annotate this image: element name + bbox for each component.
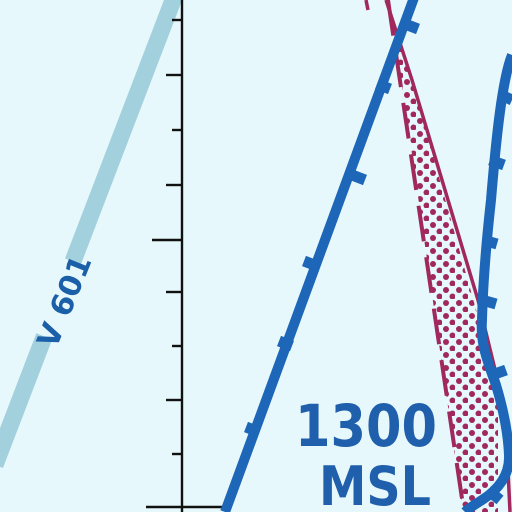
- class-b-boundary-left: [220, 0, 420, 512]
- class-b-tick: [481, 234, 499, 250]
- altitude-unit: MSL: [319, 455, 431, 512]
- class-b-tick: [480, 294, 498, 310]
- class-b-tick: [277, 335, 294, 352]
- class-b-boundary-right: [461, 53, 512, 512]
- class-b-tick: [350, 169, 367, 186]
- altitude-label: 1300 MSL: [295, 392, 437, 512]
- victor-airway-label-bg: [32, 257, 98, 346]
- class-b-tick: [375, 78, 392, 95]
- class-b-tick: [403, 18, 420, 35]
- class-b-tick: [244, 421, 261, 438]
- tick-scale: [146, 0, 230, 512]
- class-b-boundary-line-right: [461, 53, 512, 512]
- class-b-tick: [490, 364, 508, 381]
- class-b-tick: [484, 485, 504, 505]
- class-b-tick: [498, 89, 512, 106]
- class-b-tick: [302, 255, 319, 272]
- altitude-value: 1300: [295, 392, 437, 460]
- victor-airway-line: [0, 0, 183, 469]
- restricted-area-dashed-boundary: [386, 0, 466, 512]
- class-b-tick: [488, 154, 506, 171]
- restricted-area-dotted-fill: [362, 0, 498, 512]
